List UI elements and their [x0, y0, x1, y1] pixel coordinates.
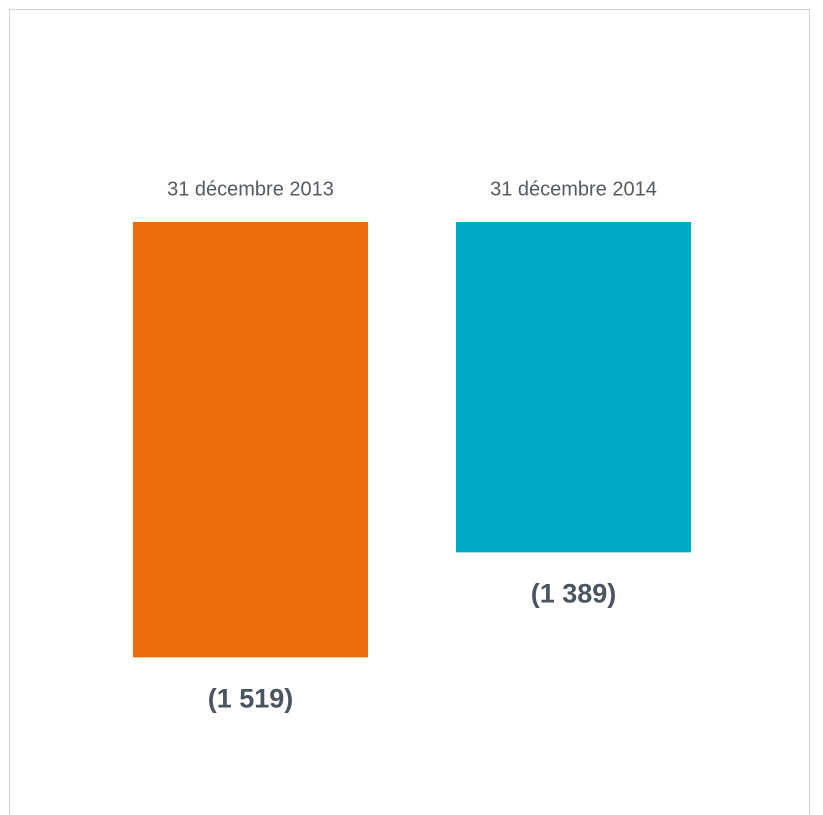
bar	[456, 222, 691, 553]
category-label: 31 décembre 2013	[167, 178, 334, 200]
bar	[133, 222, 368, 658]
frame	[9, 9, 810, 815]
category-label: 31 décembre 2014	[490, 178, 657, 200]
value-label: (1 519)	[208, 683, 294, 713]
value-label: (1 389)	[531, 578, 617, 608]
